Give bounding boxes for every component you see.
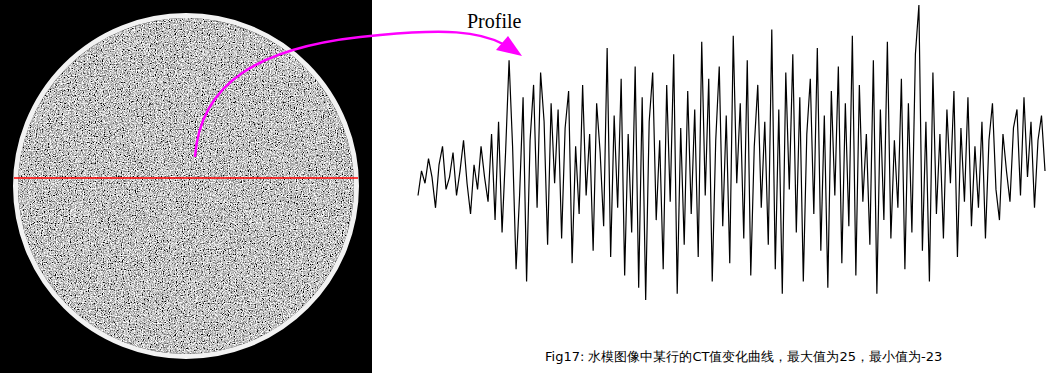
profile-line-marker <box>14 177 358 179</box>
plot-area <box>418 5 1045 300</box>
phantom-noise <box>14 14 358 358</box>
annotation-text: Profile <box>467 10 522 32</box>
phantom-ring <box>16 16 357 357</box>
image-background <box>0 0 372 373</box>
profile-curve <box>418 5 1045 300</box>
annotation-arrowhead <box>496 36 522 56</box>
caption: Fig17: 水模图像中某行的CT值变化曲线，最大值为25，最小值为-23 <box>545 349 942 364</box>
annotation-arrow <box>195 32 503 157</box>
figure: Profile Fig17: 水模图像中某行的CT值变化曲线，最大值为25，最小值… <box>0 0 1047 373</box>
